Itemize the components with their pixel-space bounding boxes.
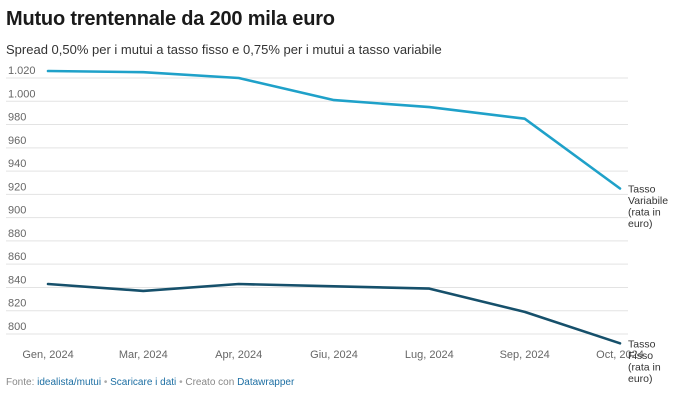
chart-subtitle: Spread 0,50% per i mutui a tasso fisso e… <box>6 42 442 57</box>
series-line-variabile <box>46 69 622 190</box>
x-tick-label: Oct, 2024 <box>596 349 644 361</box>
x-tick-label: Apr, 2024 <box>215 349 262 361</box>
y-tick-label: 820 <box>8 298 26 310</box>
y-tick-label: 980 <box>8 112 26 124</box>
footer-separator: • <box>179 377 183 388</box>
x-tick-label: Gen, 2024 <box>22 349 73 361</box>
series-label: Tasso Fisso (rata in euro) <box>628 338 661 385</box>
y-tick-label: 880 <box>8 228 26 240</box>
x-tick-label: Lug, 2024 <box>405 349 454 361</box>
y-tick-label: 1.020 <box>8 65 36 77</box>
footer-source-prefix: Fonte: <box>6 377 35 388</box>
series-label-line: Tasso <box>628 338 656 350</box>
series-label-line: (rata in <box>628 207 661 219</box>
datawrapper-link[interactable]: Datawrapper <box>237 377 295 388</box>
series-label-line: Variabile <box>628 195 668 207</box>
footer-separator: • <box>103 377 108 388</box>
y-tick-label: 840 <box>8 274 26 286</box>
series-label-line: (rata in <box>628 361 661 373</box>
y-tick-label: 1.000 <box>8 88 36 100</box>
x-tick-label: Giu, 2024 <box>310 349 358 361</box>
x-tick-label: Mar, 2024 <box>119 349 168 361</box>
x-tick-label: Sep, 2024 <box>500 349 550 361</box>
y-tick-label: 940 <box>8 158 26 170</box>
series-label: Tasso Variabile (rata in euro) <box>628 184 668 231</box>
y-tick-label: 800 <box>8 321 26 333</box>
source-link[interactable]: idealista/mutui <box>37 377 102 388</box>
series-line-fisso <box>46 282 622 345</box>
chart-footer: Fonte: idealista/mutui • Scaricare i dat… <box>6 377 294 388</box>
download-data-link[interactable]: Scaricare i dati <box>110 377 177 388</box>
series-label-line: Fisso <box>628 350 653 362</box>
series-label-line: euro) <box>628 218 653 230</box>
y-tick-label: 900 <box>8 205 26 217</box>
footer-created-with: Creato con <box>185 377 235 388</box>
series-label-line: Tasso <box>628 184 656 196</box>
y-tick-label: 860 <box>8 251 26 263</box>
y-tick-label: 960 <box>8 135 26 147</box>
y-tick-label: 920 <box>8 181 26 193</box>
series-label-line: euro) <box>628 373 653 385</box>
chart-title: Mutuo trentennale da 200 mila euro <box>6 8 335 30</box>
